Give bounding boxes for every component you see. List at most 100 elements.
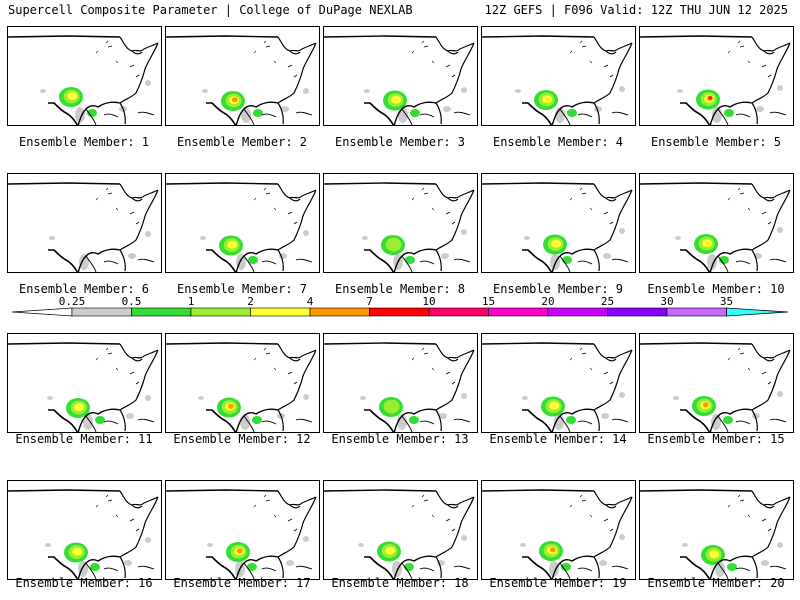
- coastline-border: [419, 420, 435, 425]
- scp-low-area: [362, 236, 368, 240]
- ensemble-member-label: Ensemble Member: 18: [331, 576, 469, 590]
- colorbar-segment: [71, 307, 132, 317]
- ensemble-member-label: Ensemble Member: 10: [647, 282, 785, 296]
- ensemble-member-label: Ensemble Member: 2: [176, 135, 308, 149]
- coastline-border: [423, 499, 456, 532]
- coastline-border: [423, 192, 456, 225]
- coastline-border: [763, 197, 775, 202]
- scp-low-area: [601, 413, 609, 419]
- coastline-border: [243, 108, 255, 125]
- coastline-border: [295, 565, 313, 570]
- scp-low-area: [286, 560, 294, 566]
- us-map: [324, 489, 475, 579]
- coastline-border: [85, 108, 97, 125]
- coastline-border: [119, 36, 159, 52]
- coastline-border: [411, 347, 435, 371]
- us-map: [166, 35, 317, 125]
- coastline-border: [261, 567, 277, 572]
- scp-low-area: [524, 236, 530, 240]
- coastline-border: [680, 102, 711, 125]
- coastline-border: [393, 408, 437, 432]
- coastline-border: [77, 101, 121, 125]
- ensemble-map-panel: [165, 173, 320, 273]
- scp-contour-fill: [562, 256, 572, 264]
- us-map: [324, 35, 475, 125]
- colorbar-tick-label: 10: [422, 295, 435, 308]
- coastline-border: [103, 567, 119, 572]
- coastline-border: [265, 192, 298, 225]
- coastline-border: [717, 415, 729, 432]
- scp-low-area: [761, 560, 769, 566]
- colorbar-segment: [666, 307, 727, 317]
- coastline-border: [593, 189, 633, 272]
- scp-low-area: [126, 413, 134, 419]
- scp-low-area: [281, 106, 289, 112]
- colorbar-tick-label: 30: [660, 295, 673, 308]
- coastline-border: [581, 192, 614, 225]
- coastline-border: [423, 352, 456, 385]
- coastline-border: [277, 490, 317, 506]
- ensemble-map-panel: [165, 26, 320, 126]
- coastline-border: [709, 408, 753, 432]
- scp-low-area: [303, 88, 309, 94]
- us-map: [324, 342, 475, 432]
- coastline-border: [435, 189, 475, 272]
- scp-contour-fill: [409, 416, 419, 424]
- coastline-border: [401, 255, 413, 272]
- scp-low-area: [777, 85, 783, 91]
- coastline-border: [435, 490, 475, 506]
- coastline-border: [48, 102, 79, 125]
- us-map: [166, 182, 317, 272]
- coastline-border: [324, 489, 437, 492]
- coastline-border: [751, 189, 791, 272]
- ensemble-map-panel: [323, 173, 478, 273]
- colorbar-segment: [547, 307, 608, 317]
- scp-low-area: [675, 236, 681, 240]
- ensemble-member-label: Ensemble Member: 8: [334, 282, 466, 296]
- scp-contour-fill: [231, 97, 238, 103]
- scp-contour-fill: [247, 563, 257, 571]
- scp-low-area: [550, 254, 560, 270]
- coastline-border: [364, 556, 395, 579]
- us-map: [166, 489, 317, 579]
- scp-low-area: [777, 542, 783, 548]
- scp-low-area: [358, 543, 364, 547]
- coastline-border: [107, 192, 140, 225]
- coastline-border: [605, 197, 617, 202]
- colorbar-tick-label: 2: [247, 295, 254, 308]
- scp-contour-fill: [567, 109, 577, 117]
- scp-contour-fill: [719, 256, 729, 264]
- colorbar-tick-label: 4: [307, 295, 314, 308]
- coastline-border: [640, 489, 753, 492]
- coastline-border: [559, 415, 571, 432]
- coastline-border: [739, 192, 772, 225]
- coastline-border: [261, 113, 277, 118]
- scp-low-area: [673, 396, 679, 400]
- ensemble-member-label: Ensemble Member: 15: [647, 432, 785, 446]
- coastline-border: [482, 342, 595, 345]
- coastline-border: [253, 40, 277, 64]
- coastline-border: [763, 50, 775, 55]
- coastline-border: [593, 42, 633, 125]
- coastline-border: [77, 248, 121, 272]
- scp-contour-fill: [708, 96, 713, 100]
- coastline-border: [769, 258, 787, 263]
- scp-low-area: [439, 413, 447, 419]
- ensemble-member-label: Ensemble Member: 9: [492, 282, 624, 296]
- coastline-border: [324, 182, 437, 185]
- colorbar-tick-label: 15: [482, 295, 495, 308]
- scp-low-area: [360, 396, 366, 400]
- us-map: [482, 489, 633, 579]
- scp-low-area: [715, 561, 725, 577]
- ensemble-member-label: Ensemble Member: 3: [334, 135, 466, 149]
- ensemble-map-panel: [7, 333, 162, 433]
- scp-low-area: [441, 253, 449, 259]
- coastline-border: [206, 249, 237, 272]
- coastline-border: [235, 248, 279, 272]
- coastline-border: [735, 260, 751, 265]
- scp-contour-fill: [549, 547, 556, 553]
- coastline-border: [522, 102, 553, 125]
- coastline-border: [551, 555, 595, 579]
- coastline-border: [95, 40, 119, 64]
- scp-contour-fill: [253, 109, 263, 117]
